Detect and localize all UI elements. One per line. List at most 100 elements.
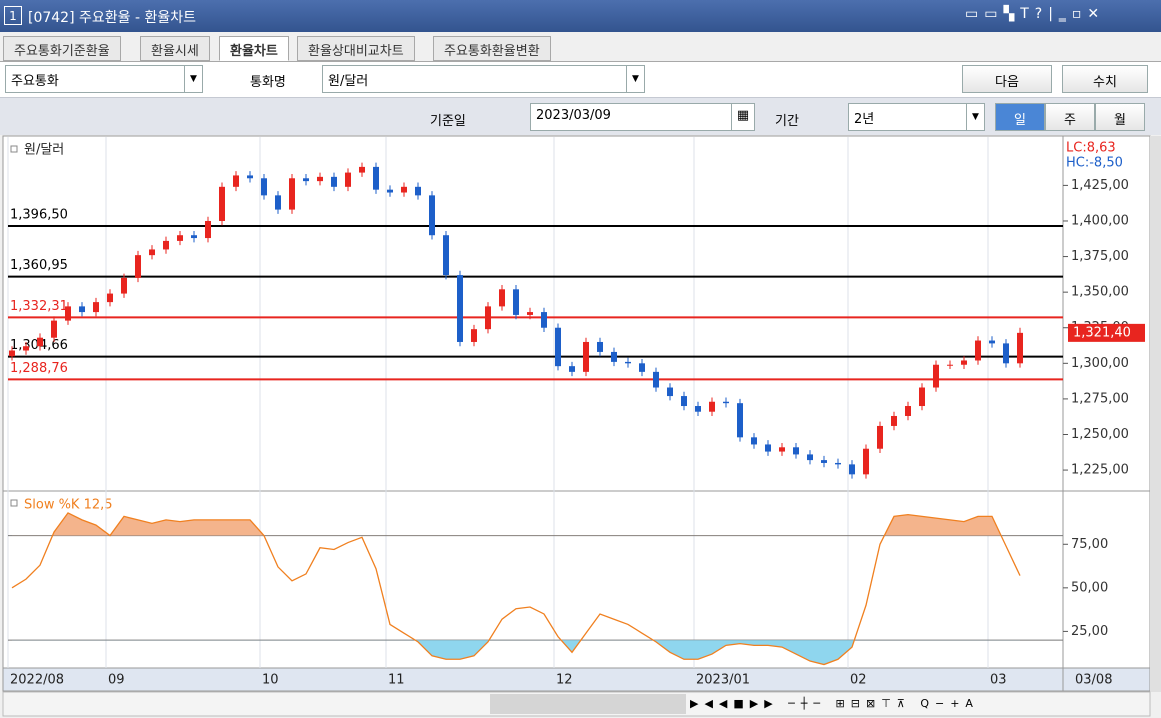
candle-body [387, 189, 393, 193]
candle-body [527, 312, 533, 315]
candle-body [933, 364, 939, 388]
candle-body [919, 387, 925, 407]
candle-body [65, 306, 71, 321]
candle-body [709, 401, 715, 412]
candle-body [891, 415, 897, 426]
candle-body [471, 329, 477, 342]
candle-body [205, 220, 211, 239]
select-text: 2년 [854, 112, 875, 127]
value-button[interactable]: 수치 [1062, 65, 1148, 93]
tab[interactable]: 환율시세 [140, 36, 210, 61]
candle-body [51, 320, 57, 338]
tab-active[interactable]: 환율차트 [219, 36, 289, 61]
y-tick-label: 50,00 [1071, 580, 1108, 595]
candle-body [611, 351, 617, 362]
candle-body [765, 444, 771, 452]
currency-select[interactable]: 원/달러 ▼ [322, 65, 645, 93]
candle-body [583, 341, 589, 372]
candle-body [989, 340, 995, 344]
candle-body [149, 249, 155, 256]
x-tick-label: 2023/01 [696, 673, 750, 688]
x-tick-label: 10 [262, 673, 279, 688]
select-text: 주요통화 [11, 74, 59, 89]
level-label: 1,332,31 [10, 299, 68, 314]
y-tick-label: 1,400,00 [1071, 213, 1129, 228]
y-tick-label: 1,300,00 [1071, 356, 1129, 371]
scroll-thumb[interactable] [490, 694, 686, 714]
overbought-fill [12, 512, 1020, 536]
window-controls[interactable]: ▭▭▚T?|‗▫✕ [965, 6, 1106, 22]
select-text: 원/달러 [328, 74, 369, 89]
candle-body [9, 350, 15, 357]
label: 기준일 [430, 114, 466, 129]
candle-body [401, 186, 407, 193]
candle-body [233, 175, 239, 187]
next-button[interactable]: 다음 [962, 65, 1052, 93]
candle-body [905, 406, 911, 416]
candle-body [429, 195, 435, 236]
candle-body [555, 327, 561, 367]
candle-body [877, 425, 883, 449]
level-label: 1,360,95 [10, 258, 68, 273]
candle-body [849, 464, 855, 475]
y-tick-label: 1,225,00 [1071, 463, 1129, 478]
period-select[interactable]: 2년 ▼ [848, 103, 985, 131]
y-tick-label: 1,275,00 [1071, 391, 1129, 406]
candle-body [93, 302, 99, 313]
group-select[interactable]: 주요통화 ▼ [5, 65, 203, 93]
candle-body [513, 289, 519, 315]
lc-label: LC:8,63 [1066, 141, 1116, 156]
level-label: 1,288,76 [10, 361, 68, 376]
candle-body [443, 235, 449, 276]
candle-body [247, 175, 253, 179]
candle-body [653, 371, 659, 388]
x-tick-label: 11 [388, 673, 405, 688]
candle-body [373, 166, 379, 190]
price-title: 원/달러 [24, 143, 64, 158]
nav-controls[interactable]: ▶◀◀■▶▶ ─┼─ ⊞⊟⊠⊤⊼ Q−+A [690, 696, 979, 710]
candle-body [737, 403, 743, 438]
candle-body [485, 306, 491, 330]
y-tick-label: 75,00 [1071, 537, 1108, 552]
week-button[interactable]: 주 [1045, 103, 1095, 131]
candle-body [289, 178, 295, 210]
candle-body [723, 401, 729, 404]
candle-body [177, 235, 183, 241]
label: 통화명 [250, 75, 286, 90]
oversold-fill [12, 640, 1020, 665]
hc-label: HC:-8,50 [1066, 156, 1123, 171]
side-strip [1150, 136, 1161, 692]
y-tick-label: 1,425,00 [1071, 178, 1129, 193]
stoch-line [11, 512, 1021, 666]
y-tick-label: 1,350,00 [1071, 285, 1129, 300]
tab[interactable]: 환율상대비교차트 [297, 36, 415, 61]
title-bar: 1 [0742] 주요환율 - 환율차트 ▭▭▚T?|‗▫✕ [0, 0, 1161, 32]
candle-body [947, 364, 953, 366]
candle-body [751, 437, 757, 445]
legend-box [10, 499, 18, 507]
tab[interactable]: 주요통화기준환율 [3, 36, 121, 61]
candle-body [23, 346, 29, 351]
candle-body [107, 293, 113, 303]
x-tick-label: 09 [108, 673, 125, 688]
legend-box [10, 145, 18, 153]
level-label: 1,396,50 [10, 207, 68, 222]
candle-body [1017, 332, 1023, 364]
input-text: 2023/03/09 [536, 108, 611, 123]
candle-body [1003, 343, 1009, 364]
candle-body [415, 186, 421, 196]
date-input[interactable]: 2023/03/09 ▦ [530, 103, 755, 131]
candle-body [639, 363, 645, 372]
month-button[interactable]: 월 [1095, 103, 1145, 131]
candle-body [793, 447, 799, 455]
candle-body [597, 341, 603, 352]
candle-body [961, 360, 967, 365]
candle-body [779, 447, 785, 452]
y-tick-label: 1,375,00 [1071, 249, 1129, 264]
x-tick-label: 12 [556, 673, 573, 688]
tab[interactable]: 주요통화환율변환 [433, 36, 551, 61]
candle-body [681, 396, 687, 407]
candle-body [219, 186, 225, 221]
day-button[interactable]: 일 [995, 103, 1045, 131]
